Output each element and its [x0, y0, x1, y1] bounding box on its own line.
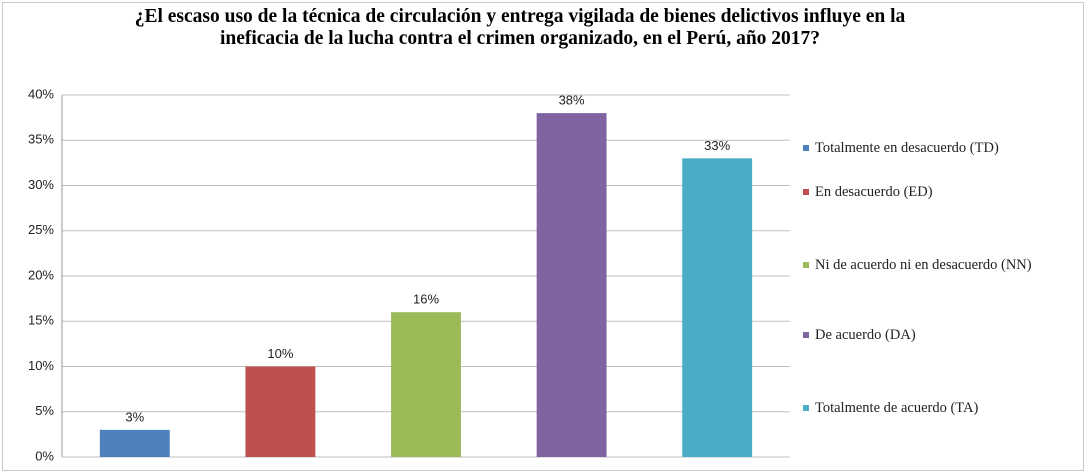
legend-label: Totalmente de acuerdo (TA): [815, 400, 979, 416]
legend-label: Ni de acuerdo ni en desacuerdo (NN): [815, 257, 1032, 273]
y-tick-label: 40%: [28, 86, 54, 101]
legend-item: De acuerdo (DA): [803, 327, 1065, 343]
y-tick-label: 15%: [28, 313, 54, 328]
bar: [245, 366, 316, 457]
bar: [536, 113, 607, 457]
legend-item: Totalmente de acuerdo (TA): [803, 400, 1065, 416]
legend-swatch: [803, 405, 809, 411]
data-label: 16%: [413, 292, 439, 307]
legend-swatch: [803, 189, 809, 195]
chart-title: ¿El escaso uso de la técnica de circulac…: [134, 6, 906, 49]
legend-label: De acuerdo (DA): [815, 327, 916, 343]
data-label: 38%: [559, 93, 585, 108]
bar: [682, 158, 753, 457]
legend-label: En desacuerdo (ED): [815, 184, 933, 200]
y-tick-label: 0%: [35, 448, 54, 463]
y-tick-label: 10%: [28, 358, 54, 373]
legend-item: Ni de acuerdo ni en desacuerdo (NN): [803, 257, 1065, 273]
data-label: 33%: [704, 138, 730, 153]
legend-label: Totalmente en desacuerdo (TD): [815, 140, 999, 156]
y-tick-label: 25%: [28, 222, 54, 237]
legend-swatch: [803, 262, 809, 268]
y-tick-label: 5%: [35, 403, 54, 418]
data-label: 3%: [125, 409, 144, 424]
y-tick-label: 20%: [28, 267, 54, 282]
y-tick-label: 30%: [28, 177, 54, 192]
legend-item: Totalmente en desacuerdo (TD): [803, 140, 1065, 156]
data-label: 10%: [267, 346, 293, 361]
bar: [99, 429, 170, 457]
legend-swatch: [803, 145, 809, 151]
legend-swatch: [803, 332, 809, 338]
y-tick-label: 35%: [28, 132, 54, 147]
legend-item: En desacuerdo (ED): [803, 184, 1065, 200]
bar: [391, 312, 461, 457]
